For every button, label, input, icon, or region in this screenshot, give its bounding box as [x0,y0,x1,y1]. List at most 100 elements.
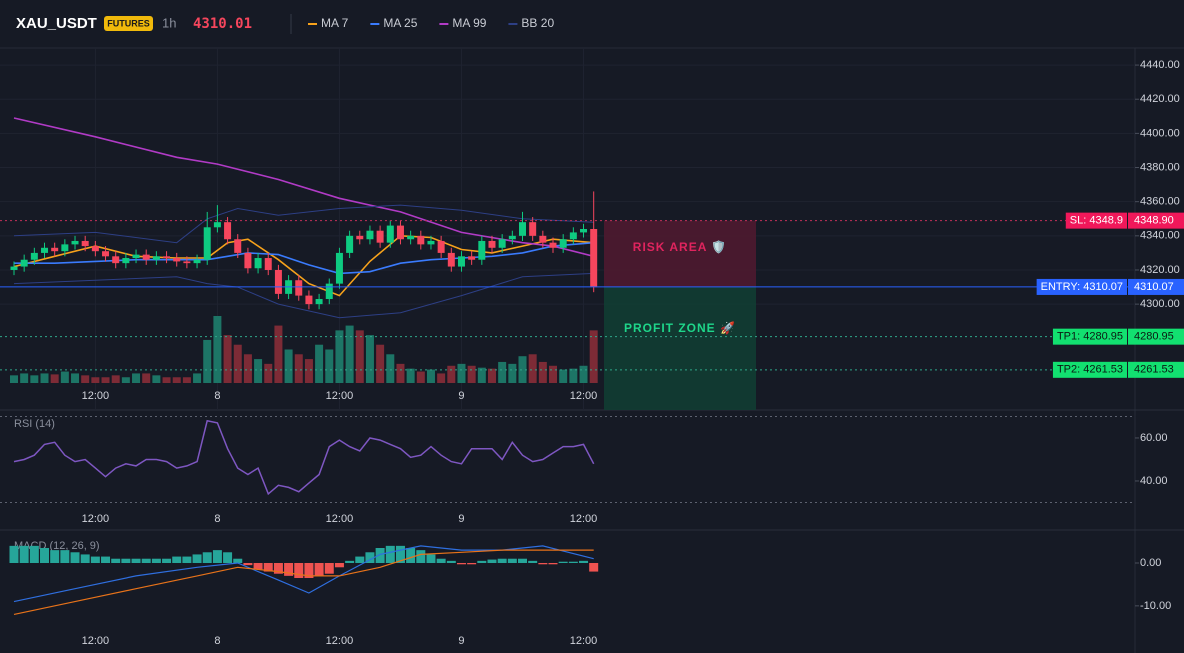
macd-bar [40,548,50,563]
macd-bar [579,560,589,563]
candle-body [478,240,486,260]
macd-bar [375,548,385,563]
candle-body [20,259,28,267]
volume-bar [437,373,446,383]
symbol: XAU_USDT [16,15,97,32]
candle-body [193,259,201,264]
macd-bar [273,563,283,574]
y-tick-label: 4420.00 [1140,93,1180,105]
volume-bar [30,375,39,383]
candle-body [295,280,303,296]
candle-body [244,252,252,269]
x-tick-label: 12:00 [570,390,598,402]
macd-bar [90,556,100,563]
macd-bar [233,558,243,563]
macd-bar [548,563,558,565]
volume-bar [101,377,110,383]
macd-bar [151,558,161,563]
level-value-background [1128,328,1184,345]
macd-bar [162,558,172,563]
candle-body [386,225,394,243]
level-tag: TP1: 4280.95 [1052,328,1127,345]
interval: 1h [162,15,176,30]
level-value-background [1128,212,1184,229]
zone-label: PROFIT ZONE 🚀 [624,321,736,335]
x-tick-label: 8 [214,635,220,647]
level-tag-background [1065,212,1127,229]
level-tag-background [1036,278,1127,295]
zone-label: RISK AREA 🛡️ [633,240,727,254]
candle-body [590,229,598,288]
macd-bar [182,556,192,563]
candle-body [325,283,333,300]
candle-body [305,295,313,305]
macd-bar [19,545,29,563]
candle-body [335,252,343,284]
y-tick-label: 4340.00 [1140,230,1180,242]
candle-body [468,256,476,260]
candle-body [498,239,506,248]
x-tick-label: 12:00 [570,635,598,647]
macd-bar [426,554,436,563]
volume-bar [426,369,435,383]
ma-line [13,117,594,258]
macd-bar [253,563,263,570]
level-tag: SL: 4348.9 [1065,212,1127,229]
macd-bar [528,560,538,563]
zone [604,286,756,410]
macd-bar [304,563,314,578]
candle-body [254,258,262,269]
badge-background [104,16,153,31]
candle-body [457,256,465,267]
candle-body [580,229,588,233]
candle-body [51,247,59,252]
x-tick-label: 12:00 [326,513,354,525]
candle-body [122,258,130,264]
macd-bar [223,552,233,563]
volume-bar [487,368,496,383]
macd-bar [141,558,151,563]
level-label: TP1: 4280.95 [1057,331,1123,343]
macd-bar [406,548,416,563]
x-tick-label: 9 [458,513,464,525]
volume-bar [579,365,588,383]
macd-bar [324,563,334,574]
candle-body [81,240,89,247]
volume-bar [121,377,130,383]
volume-bar [589,330,598,383]
candle-body [264,258,272,270]
macd-bar [111,558,121,563]
candle-body [132,254,140,259]
plot-layer: MA 7 MA 25 MA 99 BB 20 12:00 8 12:00 9 12:00 4440… [0,16,1184,647]
candle-body [142,254,150,260]
candle-body [41,247,49,253]
volume-bar [406,368,415,383]
macd-bar [202,552,212,563]
candle-body [508,235,516,240]
y-tick-label: 4380.00 [1140,161,1180,173]
macd-bar [365,552,375,563]
volume-bar [345,325,354,383]
candle-body [30,252,38,260]
volume-bar [111,375,120,383]
volume-bar [152,375,161,383]
volume-bar [81,375,90,383]
candle-body [417,235,425,245]
volume-bar [386,354,395,383]
volume-bar [264,363,273,383]
volume-bar [315,344,324,383]
bollinger-band [13,272,594,319]
volume-bar [457,363,466,383]
macd-bar [558,561,568,563]
macd-bar [334,563,344,568]
volume-bar [467,365,476,383]
level-value: 4261.53 [1134,364,1174,376]
y-tick-label: 4400.00 [1140,127,1180,139]
y-tick-label: 4440.00 [1140,59,1180,71]
candle-body [274,269,282,294]
macd-bar [395,545,405,563]
volume-bar [335,330,344,383]
volume-bar [559,369,568,383]
x-tick-label: 8 [214,513,220,525]
